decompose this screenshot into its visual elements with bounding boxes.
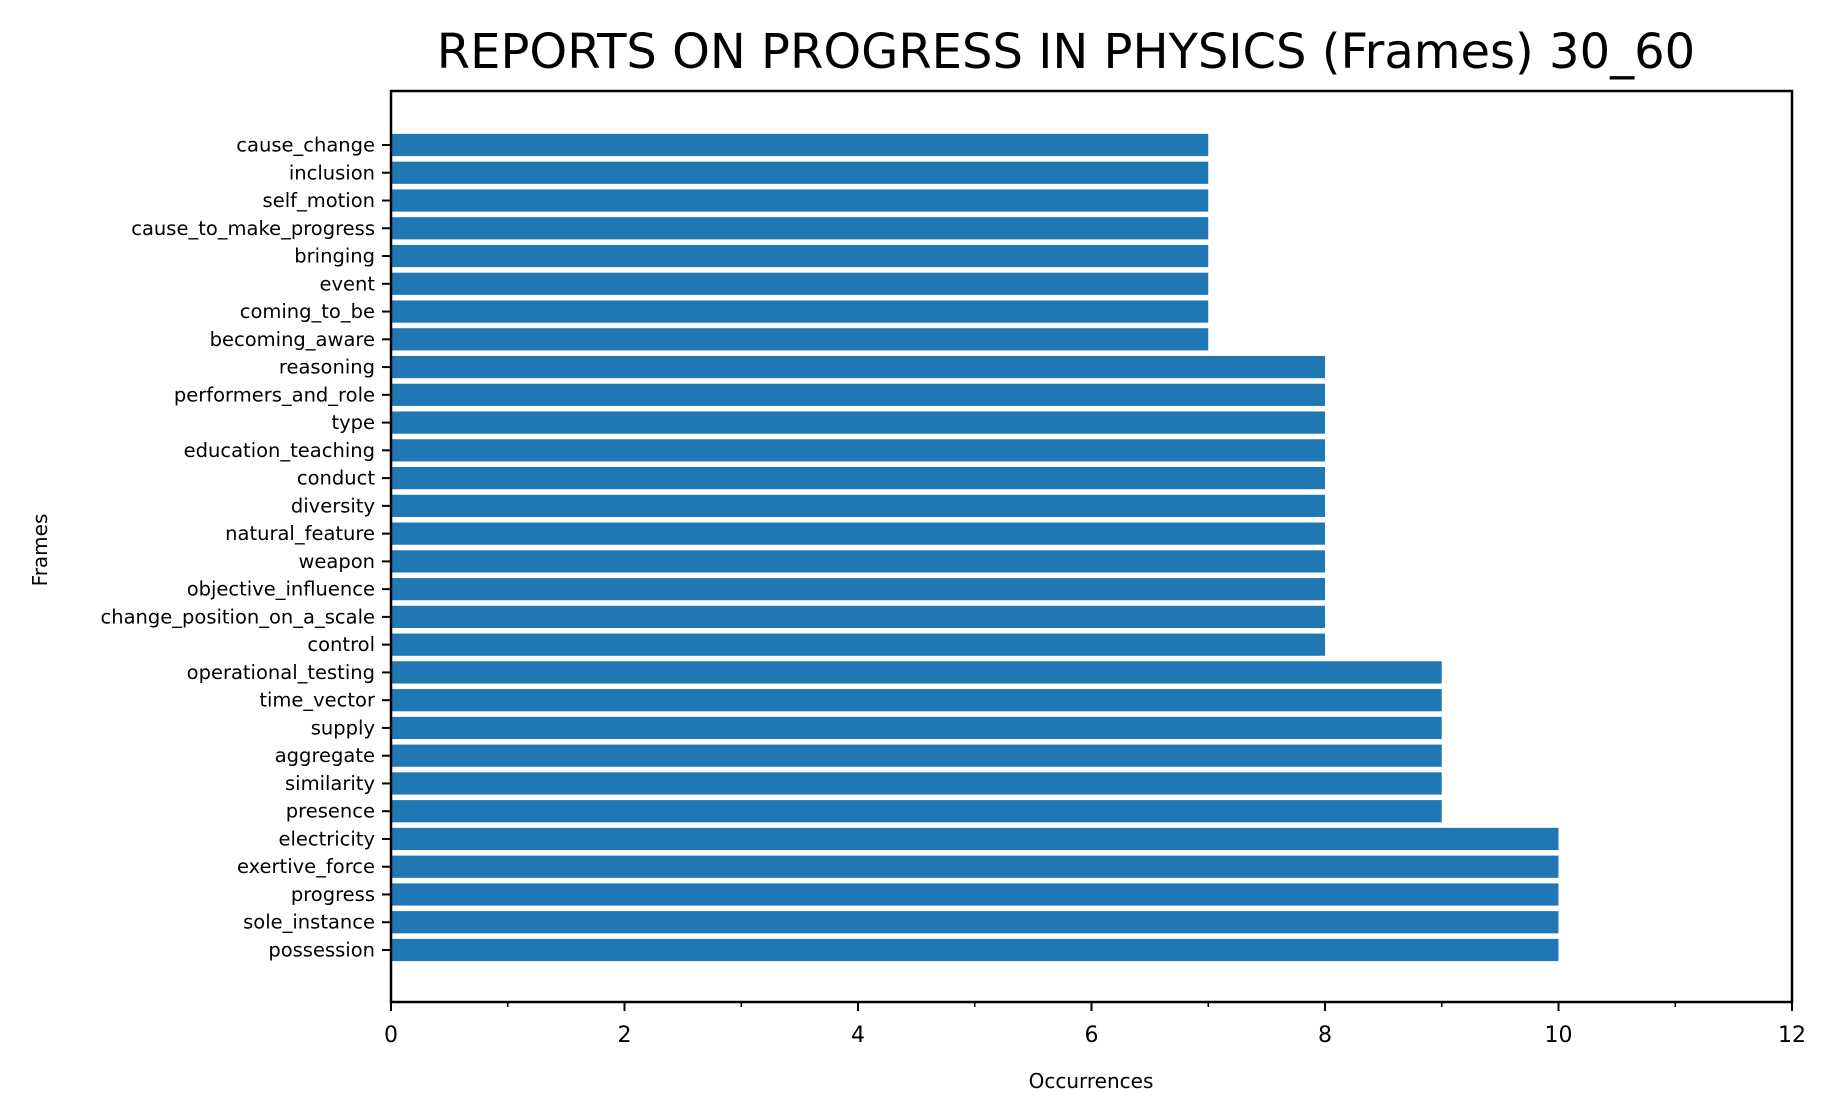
y-tick-label: type [331,411,375,434]
bar-self-motion [391,189,1209,212]
bar-performers-and-role [391,383,1325,406]
y-tick-label: performers_and_role [174,383,375,406]
y-tick-label: aggregate [275,744,375,767]
y-tick-label: time_vector [259,689,376,712]
y-tick-label: education_teaching [184,439,375,462]
bar-coming-to-be [391,300,1209,323]
bar-objective-influence [391,578,1325,601]
y-tick-label: conduct [297,467,375,490]
bar-control [391,633,1325,656]
bars-layer [391,133,1559,962]
y-tick-label: inclusion [289,161,375,184]
x-tick-label: 4 [851,1023,865,1048]
bar-education-teaching [391,439,1325,462]
bar-similarity [391,772,1442,795]
bar-aggregate [391,744,1442,767]
bar-inclusion [391,161,1209,184]
y-axis: cause_change inclusion self_motion cause_to… [101,134,391,962]
bar-event [391,272,1209,295]
bar-type [391,411,1325,434]
bar-diversity [391,494,1325,517]
y-tick-label: becoming_aware [210,328,375,351]
bar-reasoning [391,355,1325,379]
bar-supply [391,716,1442,740]
bar-cause-change [391,133,1209,157]
bar-bringing [391,244,1209,268]
bar-exertive-force [391,855,1559,878]
y-tick-label: supply [311,716,375,739]
x-tick-label: 12 [1778,1023,1806,1048]
bar-possession [391,938,1559,962]
x-tick-label: 0 [384,1023,398,1048]
y-tick-label: similarity [285,772,375,795]
x-axis-label: Occurrences [1029,1069,1154,1093]
y-tick-label: progress [291,883,375,906]
y-tick-label: operational_testing [187,661,375,684]
bar-weapon [391,550,1325,573]
y-tick-label: presence [286,800,375,823]
y-tick-label: electricity [278,827,375,850]
y-tick-label: sole_instance [243,911,375,934]
y-tick-label: bringing [294,245,375,268]
y-tick-label: control [307,633,375,656]
bar-change-position-on-a-scale [391,605,1325,628]
y-tick-label: possession [268,939,375,962]
y-tick-label: cause_to_make_progress [131,217,375,240]
bar-electricity [391,827,1559,851]
bar-conduct [391,467,1325,490]
bar-presence [391,800,1442,823]
y-tick-label: reasoning [279,356,375,379]
x-tick-label: 6 [1085,1023,1099,1048]
y-tick-label: exertive_force [237,855,375,878]
bar-operational-testing [391,661,1442,684]
y-tick-label: self_motion [263,189,375,212]
bar-sole-instance [391,911,1559,934]
bar-time-vector [391,689,1442,712]
chart-title: REPORTS ON PROGRESS IN PHYSICS (Frames) … [437,24,1695,80]
y-tick-label: natural_feature [225,522,375,545]
x-axis: 0 2 4 6 8 10 12 [384,1002,1806,1048]
x-tick-label: 2 [618,1023,632,1048]
bar-cause-to-make-progress [391,217,1209,240]
y-tick-label: objective_influence [187,578,375,601]
bar-natural-feature [391,522,1325,545]
y-tick-label: coming_to_be [240,300,375,323]
y-tick-label: cause_change [236,134,375,157]
y-axis-label: Frames [28,514,52,587]
y-tick-label: diversity [291,494,375,517]
plot-frame [389,89,1794,1004]
bar-becoming-aware [391,328,1209,351]
y-tick-label: weapon [298,550,375,573]
bar-progress [391,883,1559,906]
x-tick-label: 10 [1545,1023,1573,1048]
y-tick-label: event [319,272,375,295]
y-tick-label: change_position_on_a_scale [101,605,376,628]
x-tick-label: 8 [1318,1023,1332,1048]
